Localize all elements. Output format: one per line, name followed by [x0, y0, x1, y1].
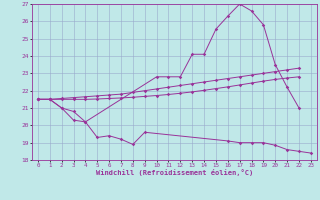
- X-axis label: Windchill (Refroidissement éolien,°C): Windchill (Refroidissement éolien,°C): [96, 169, 253, 176]
